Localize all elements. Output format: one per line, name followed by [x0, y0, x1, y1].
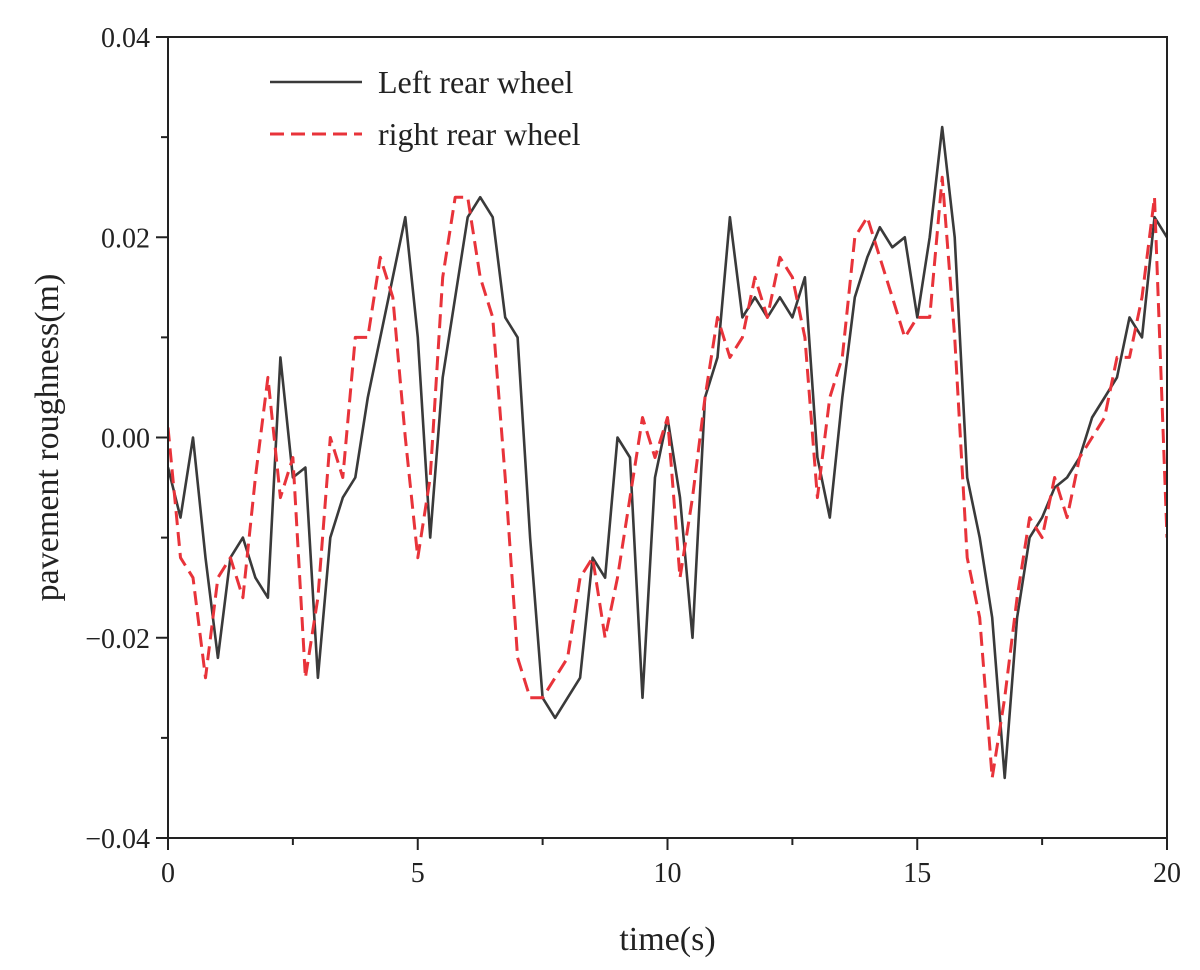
series-line-left-rear-wheel [168, 125, 1167, 780]
series-line-right-rear-wheel [168, 175, 1167, 780]
y-tick-label: 0.04 [101, 23, 150, 54]
series-layer [168, 125, 1167, 780]
legend-label: Left rear wheel [378, 64, 574, 100]
y-tick-label: −0.02 [85, 624, 150, 655]
plot-frame [167, 36, 1168, 839]
legend-label: right rear wheel [378, 116, 581, 152]
x-tick-label: 15 [903, 858, 931, 889]
y-tick-label: −0.04 [85, 824, 150, 855]
x-tick-label: 20 [1153, 858, 1181, 889]
x-tick-label: 10 [654, 858, 682, 889]
y-axis-label: pavement roughness(m) [29, 274, 66, 602]
x-axis-label: time(s) [619, 921, 715, 958]
x-tick-label: 0 [161, 858, 175, 889]
x-tick-label: 5 [411, 858, 425, 889]
y-tick-label: 0.02 [101, 223, 150, 254]
y-axis-ticks: −0.04 −0.02 0.00 0.02 0.04 [85, 23, 168, 855]
x-axis-ticks: 0 5 10 15 20 [161, 838, 1181, 889]
legend: Left rear wheel right rear wheel [270, 64, 581, 152]
y-tick-label: 0.00 [101, 424, 150, 455]
